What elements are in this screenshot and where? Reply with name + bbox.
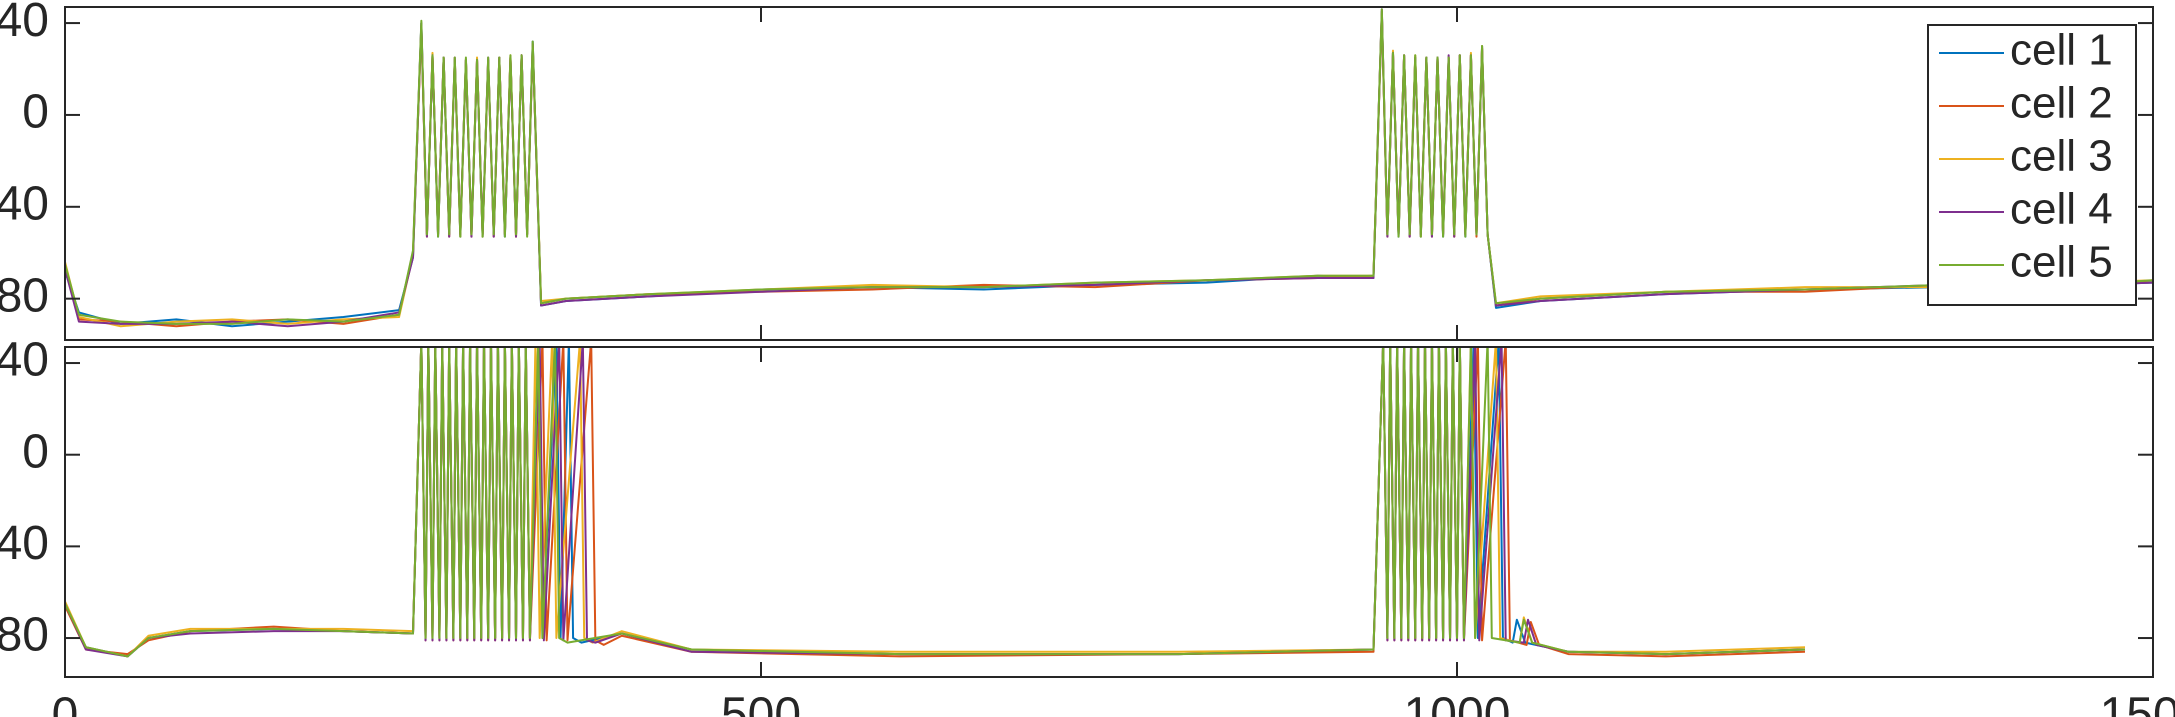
- legend-label: cell 2: [2010, 79, 2113, 128]
- plot-area: [65, 8, 2153, 328]
- y-tick-label: 40: [0, 0, 49, 47]
- plot-area: [65, 347, 1806, 658]
- x-tick-label: 1000: [1404, 689, 1511, 717]
- legend-label: cell 5: [2010, 238, 2113, 287]
- legend-box: [1927, 24, 2137, 306]
- series-line: [65, 8, 2153, 325]
- plot-background: [65, 347, 2153, 677]
- legend-label: cell 1: [2010, 26, 2113, 75]
- x-tick-label: 1500: [2100, 689, 2175, 717]
- x-tick-label: 500: [721, 689, 801, 717]
- series-line: [65, 347, 1806, 658]
- y-tick-label: 40: [0, 334, 49, 387]
- y-tick-label: 0: [22, 86, 49, 139]
- y-tick-label: -40: [0, 517, 49, 570]
- axes-box: [64, 6, 2154, 341]
- legend-label: cell 4: [2010, 185, 2113, 234]
- y-tick-label: -80: [0, 609, 49, 662]
- y-tick-label: -40: [0, 177, 49, 230]
- legend-label: cell 3: [2010, 132, 2113, 181]
- x-tick-label: 0: [52, 689, 79, 717]
- y-tick-label: 0: [22, 425, 49, 478]
- y-tick-label: -80: [0, 269, 49, 322]
- axes-box: [64, 346, 2154, 678]
